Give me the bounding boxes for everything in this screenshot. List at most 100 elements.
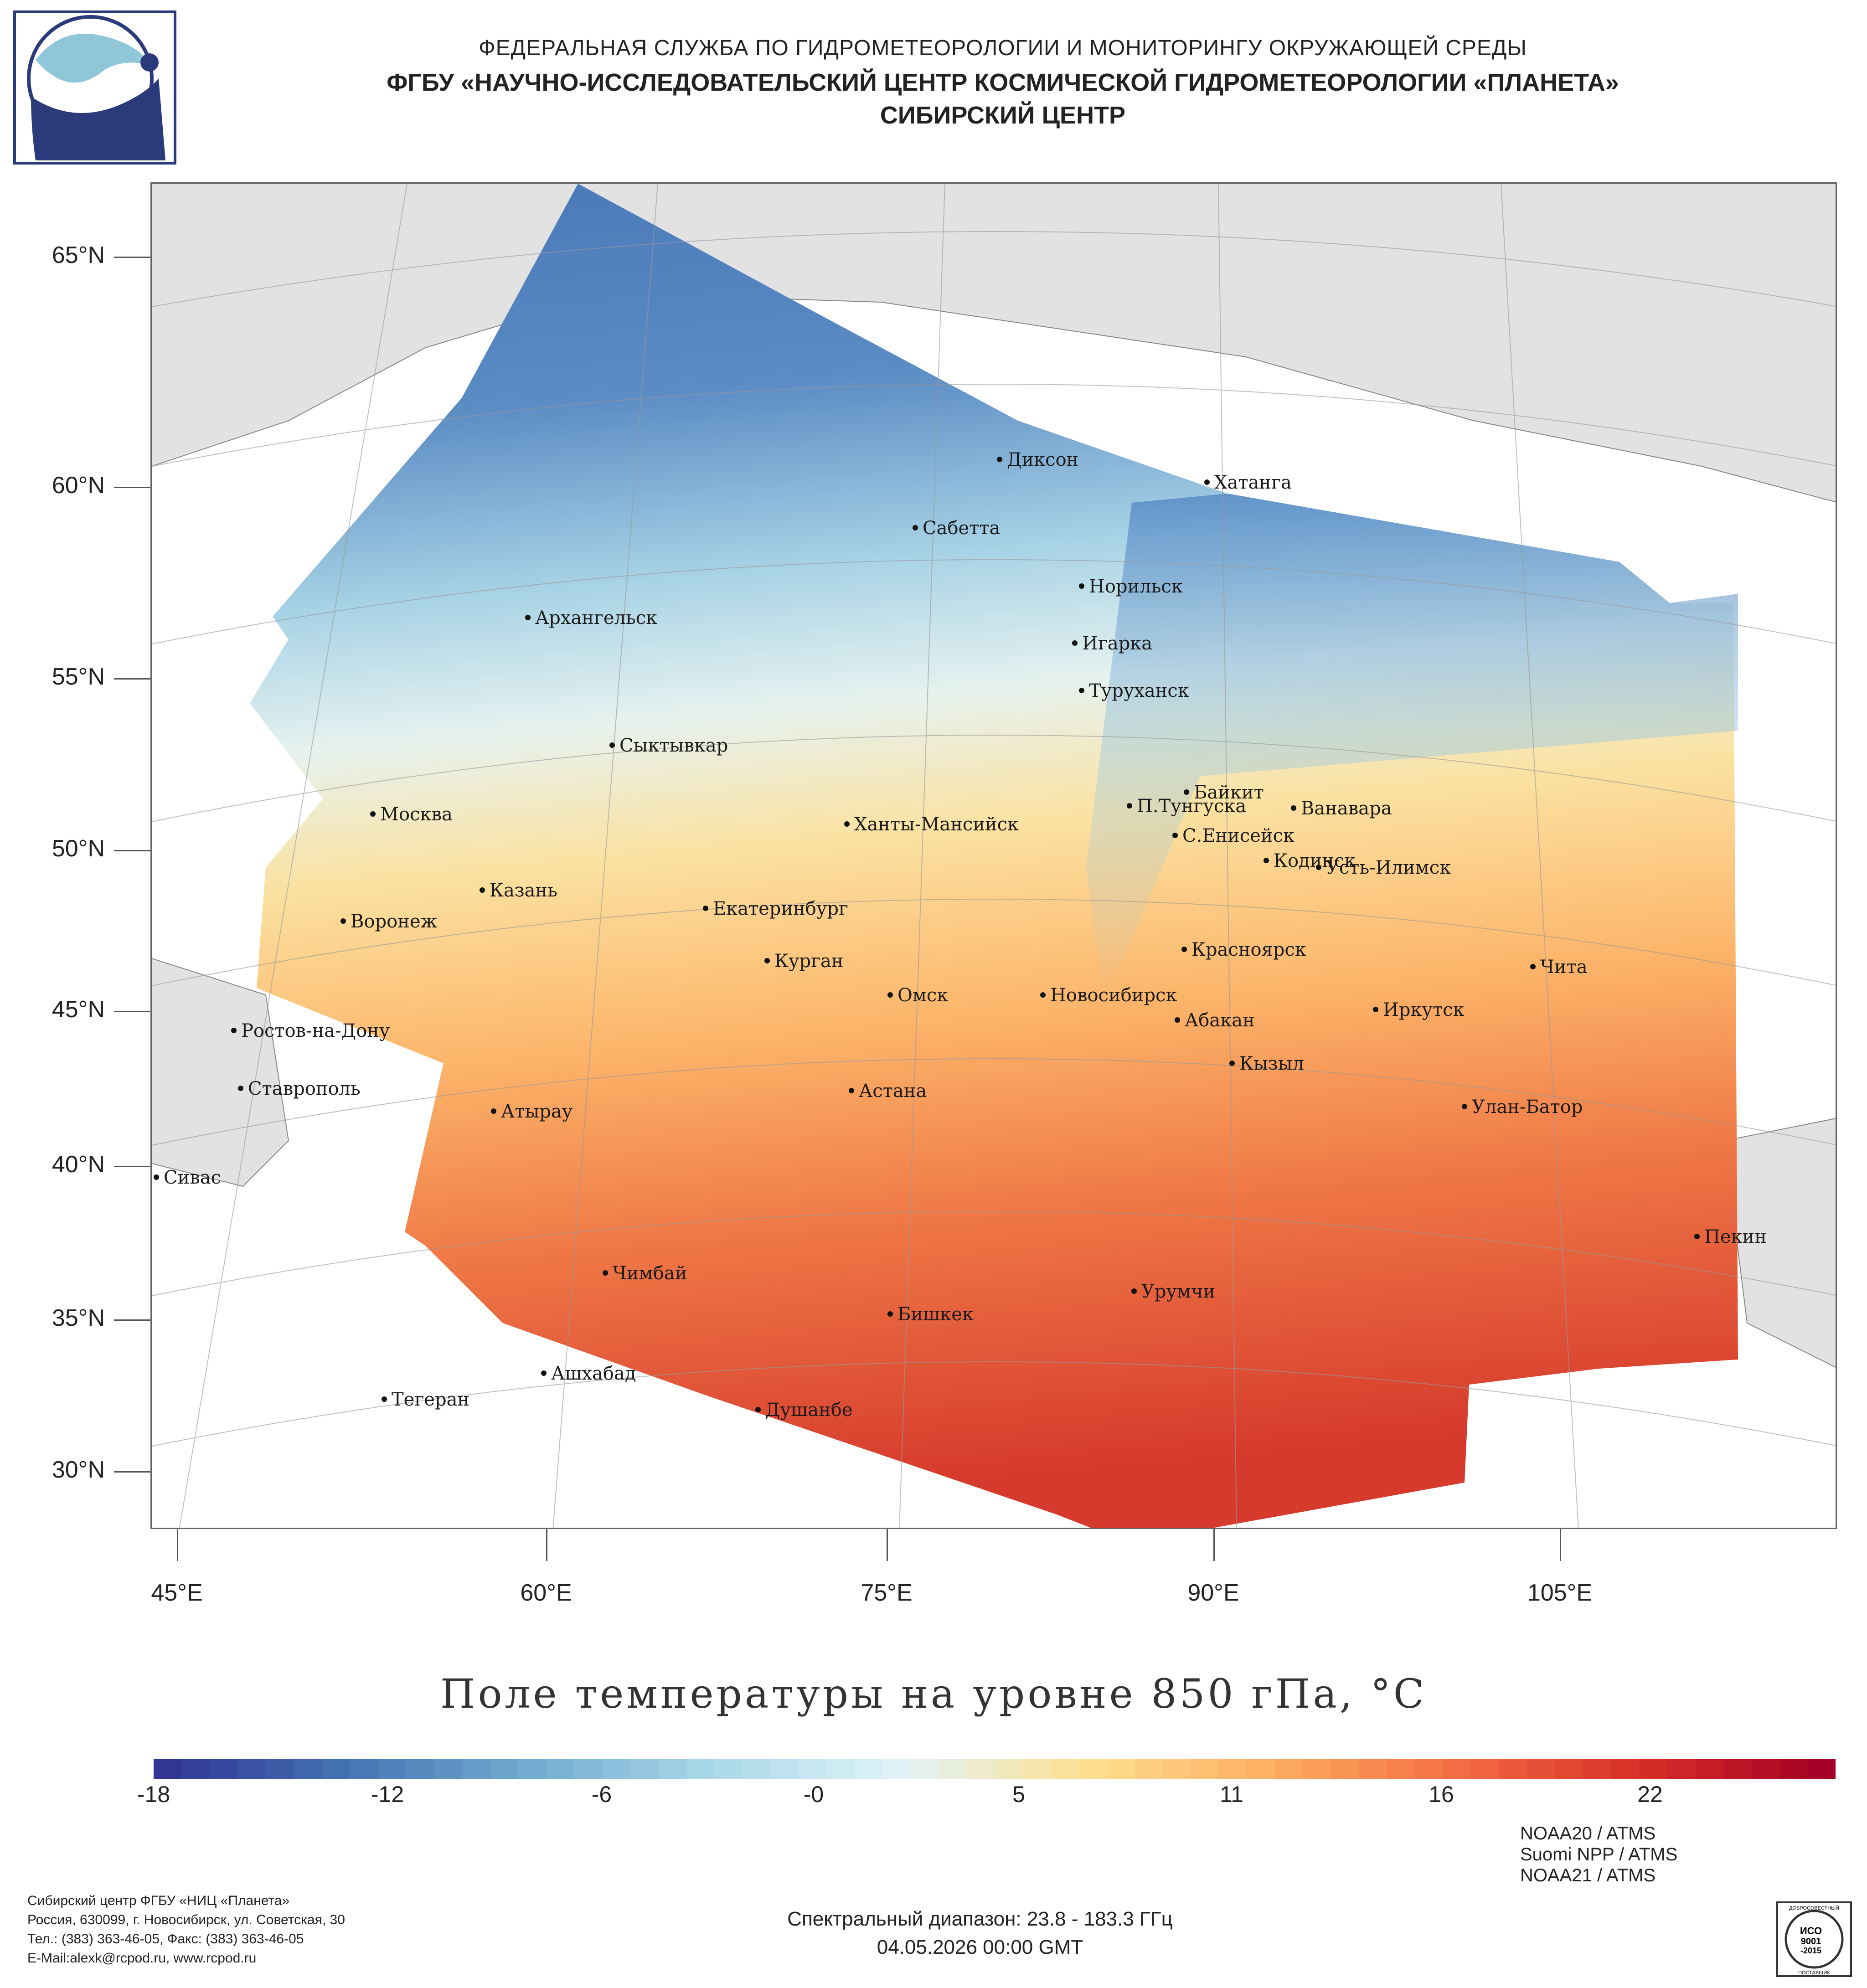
city-dot [1127,803,1132,809]
colorbar-swatch [1078,1759,1107,1779]
lat-tick [114,850,150,851]
lat-label-45: 45°N [52,996,105,1023]
colorbar-swatch [462,1759,490,1779]
city-dot [1530,964,1536,969]
colorbar-tick-label: -18 [137,1782,170,1807]
colorbar-swatch [350,1759,378,1779]
city-dot [1181,947,1187,952]
lat-tick [114,1011,150,1012]
city-label: Норильск [1089,576,1183,597]
city-dot [541,1370,547,1376]
colorbar-swatch [1303,1759,1331,1779]
colorbar-swatch [1275,1759,1304,1779]
colorbar-swatch [1247,1759,1275,1779]
city-dot [1462,1104,1467,1109]
colorbar-swatch [1527,1759,1556,1779]
svg-text:ПОСТАВЩИК: ПОСТАВЩИК [1798,1970,1830,1976]
colorbar-swatch [1723,1759,1752,1779]
lon-tick [177,1529,178,1561]
colorbar-swatch [1639,1759,1668,1779]
colorbar-swatch [1443,1759,1472,1779]
lon-label-45: 45°E [151,1580,203,1606]
city-dot [887,1311,893,1317]
colorbar-swatch [1107,1759,1135,1779]
colorbar-swatch [1555,1759,1584,1779]
map-frame: Диксон Хатанга Сабетта Норильск Архангельск И… [150,182,1837,1529]
city-dot [340,918,346,924]
city-dot [1040,992,1046,998]
colorbar-swatch [518,1759,547,1779]
colorbar-swatch [1779,1759,1808,1779]
colorbar-swatch [1219,1759,1248,1779]
city-dot [1291,805,1296,811]
colorbar-swatch [1611,1759,1640,1779]
lat-label-60: 60°N [52,472,105,499]
city-label: Пекин [1704,1226,1767,1247]
lon-label-90: 90°E [1187,1580,1239,1606]
city-dot [491,1108,496,1114]
colorbar-swatch [966,1759,995,1779]
city-dot [609,742,615,748]
colorbar-swatch [1331,1759,1360,1779]
colorbar-tick-label: -6 [591,1782,612,1807]
city-dot [1175,1017,1180,1023]
lat-tick [114,257,150,258]
city-label: Ашхабад [551,1363,636,1384]
city-dot [382,1396,387,1402]
lon-tick [1560,1529,1561,1561]
city-dot [154,1174,159,1180]
city-markers: Диксон Хатанга Сабетта Норильск Архангельск И… [154,449,1767,1421]
city-dot [1316,865,1321,870]
colorbar-tick-label: 22 [1637,1782,1663,1807]
colorbar-tick-label: -0 [803,1782,824,1807]
lat-tick [114,1319,150,1321]
city-label: С.Енисейск [1182,825,1295,846]
lon-tick [1213,1529,1215,1561]
lon-label-105: 105°E [1527,1580,1593,1606]
city-dot [1172,833,1178,838]
city-label: Москва [380,804,453,825]
city-dot [764,958,770,963]
city-dot [480,887,485,893]
city-label: Бишкек [897,1304,974,1325]
colorbar-swatch [1751,1759,1780,1779]
colorbar-tick-label: -12 [371,1782,404,1807]
colorbar-swatch [1471,1759,1500,1779]
colorbar-swatch [826,1759,855,1779]
colorbar-swatch [154,1759,182,1779]
city-dot [1131,1288,1137,1294]
footer-address-line: Россия, 630099, г. Новосибирск, ул. Сове… [27,1912,345,1927]
colorbar-swatch [714,1759,743,1779]
lat-label-35: 35°N [52,1305,105,1331]
colorbar-swatch [322,1759,351,1779]
city-label: Игарка [1082,633,1152,654]
lat-tick [114,1471,150,1473]
city-label: Ростов-на-Дону [241,1020,390,1041]
city-label: Сивас [164,1167,221,1188]
city-label: Воронеж [351,911,437,932]
colorbar [154,1759,1836,1779]
city-dot [1072,640,1078,646]
spectral-range: Спектральный диапазон: 23.8 - 183.3 ГГц [787,1908,1173,1930]
colorbar-swatch [1583,1759,1612,1779]
footer-sensors: NOAA20 / ATMS Suomi NPP / ATMS NOAA21 / … [1520,1823,1677,1886]
svg-text:9001: 9001 [1801,1936,1821,1947]
city-dot [997,457,1002,462]
colorbar-swatch [266,1759,294,1779]
colorbar-swatch [630,1759,659,1779]
city-dot [703,906,708,911]
header-agency: ФЕДЕРАЛЬНАЯ СЛУЖБА ПО ГИДРОМЕТЕОРОЛОГИИ … [479,36,1527,60]
colorbar-swatch [602,1759,631,1779]
city-dot [887,992,893,998]
city-label: Красноярск [1191,939,1306,960]
footer-email-line: E-Mail:alexk@rcpod.ru, www.rcpod.ru [27,1951,257,1966]
header-institute: ФГБУ «НАУЧНО-ИССЛЕДОВАТЕЛЬСКИЙ ЦЕНТР КОС… [387,69,1619,96]
planeta-logo [13,10,176,165]
colorbar-swatch [490,1759,519,1779]
city-dot [755,1407,761,1412]
colorbar-swatch [1359,1759,1387,1779]
colorbar-swatch [882,1759,911,1779]
city-dot [1229,1061,1235,1066]
footer-center: Спектральный диапазон: 23.8 - 183.3 ГГц … [684,1905,1276,1962]
city-label: Ванавара [1301,798,1392,819]
